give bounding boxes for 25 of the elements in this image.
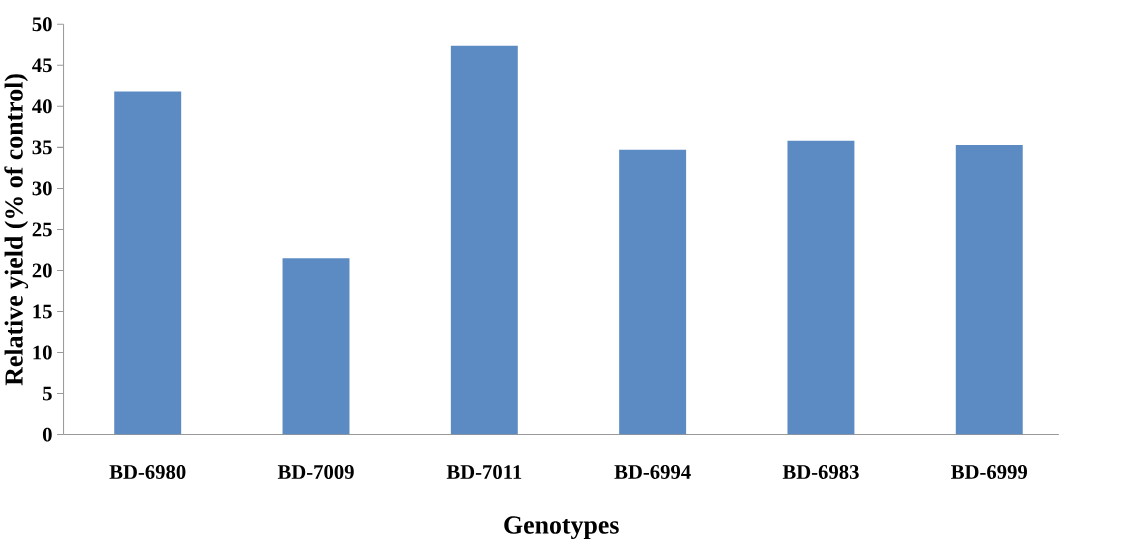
y-tick-label: 45 xyxy=(32,58,52,73)
bar xyxy=(787,140,855,435)
y-tick-label: 20 xyxy=(32,263,52,278)
x-tick-label: BD-6994 xyxy=(614,464,691,479)
bar xyxy=(619,149,687,435)
y-axis-title: Relative yield (% of control) xyxy=(4,73,29,386)
y-tick-label: 15 xyxy=(33,304,52,319)
y-tick-label: 5 xyxy=(42,386,52,401)
x-tick-label: BD-7009 xyxy=(277,464,354,479)
bar xyxy=(450,45,518,435)
x-tick-label: BD-7011 xyxy=(446,464,522,479)
y-tick-label: 40 xyxy=(32,99,52,114)
y-tick-label: 25 xyxy=(32,222,52,237)
bar xyxy=(955,144,1023,435)
y-tick-label: 30 xyxy=(32,181,52,196)
y-tick-label: 35 xyxy=(32,140,52,155)
bar xyxy=(114,91,182,435)
x-tick-label: BD-6983 xyxy=(782,464,859,479)
y-tick-label: 10 xyxy=(33,345,52,360)
x-tick-label: BD-6999 xyxy=(951,464,1028,479)
y-tick-label: 50 xyxy=(32,17,52,32)
x-axis-title: Genotypes xyxy=(504,516,619,539)
bar xyxy=(282,257,350,435)
x-tick-label: BD-6980 xyxy=(109,464,186,479)
y-tick-label: 0 xyxy=(42,427,52,442)
